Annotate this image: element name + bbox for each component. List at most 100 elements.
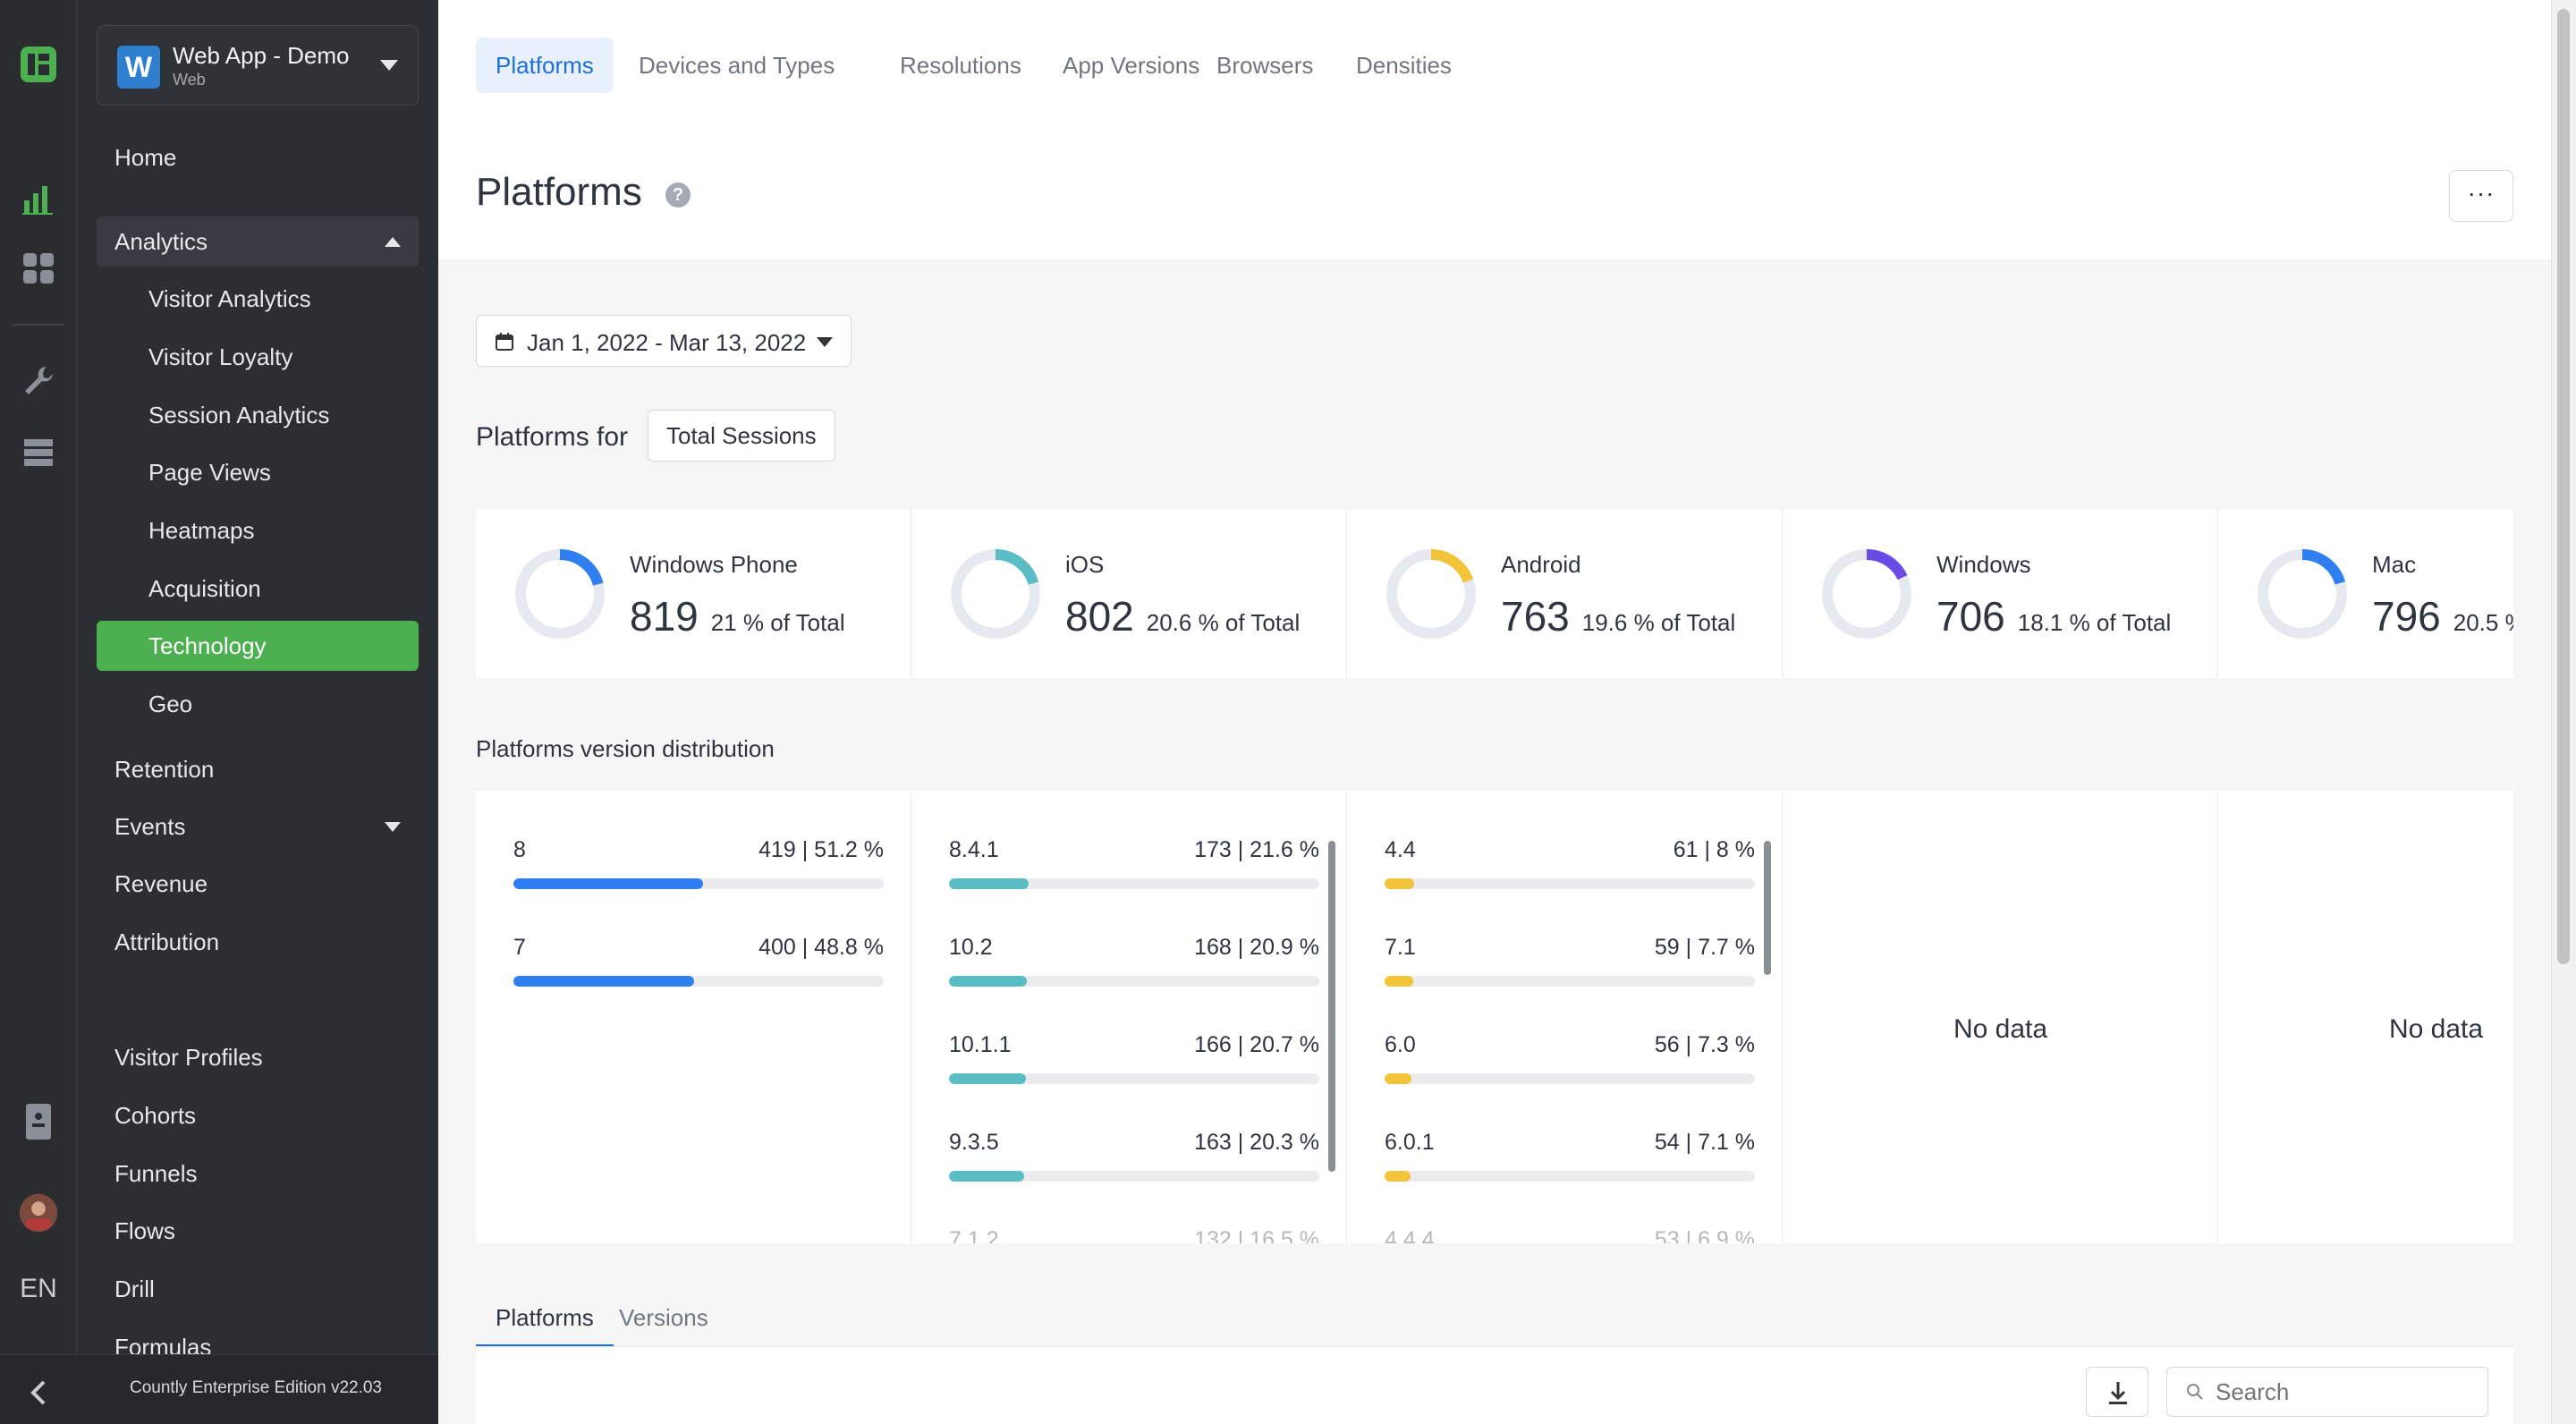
- version-value: 400 | 48.8 %: [758, 935, 884, 960]
- app-selector[interactable]: W Web App - Demo Web: [97, 25, 419, 106]
- scrollbar[interactable]: [1328, 841, 1335, 1172]
- sidebar-item-heatmaps[interactable]: Heatmaps: [97, 505, 419, 555]
- countly-logo-icon[interactable]: [19, 45, 58, 84]
- database-icon[interactable]: [19, 433, 58, 472]
- distribution-column[interactable]: 4.4.4 53 | 6.9 % 6.0.1 54 | 7.1 % 6.0 56 | 7.…: [1347, 791, 1783, 1243]
- sidebar-item-label: Geo: [148, 691, 193, 717]
- platform-count: 796: [2372, 593, 2441, 640]
- sidebar-item-retention[interactable]: Retention: [97, 744, 419, 794]
- tab-versions-table[interactable]: Versions: [619, 1304, 708, 1331]
- language-switcher[interactable]: EN: [20, 1274, 57, 1303]
- version-label: 4.4: [1385, 837, 1416, 862]
- download-icon: [2109, 1382, 2127, 1404]
- sidebar-item-label: Attribution: [114, 928, 220, 955]
- no-data-label: No data: [2388, 1014, 2484, 1044]
- sidebar-item-visitor-analytics[interactable]: Visitor Analytics: [97, 274, 419, 324]
- sidebar-item-visitor-profiles[interactable]: Visitor Profiles: [97, 1032, 419, 1082]
- platform-name: Windows Phone: [630, 551, 798, 578]
- version-label: 8.4.1: [949, 837, 999, 862]
- sidebar-item-cohorts[interactable]: Cohorts: [97, 1090, 419, 1140]
- tab-devices-and-types[interactable]: Devices and Types: [639, 52, 835, 79]
- sidebar-item-label: Visitor Loyalty: [148, 343, 293, 370]
- platform-name: Windows: [1936, 551, 2031, 578]
- sidebar-item-analytics[interactable]: Analytics: [97, 216, 419, 267]
- platform-donut: [2258, 549, 2347, 639]
- sidebar-item-session-analytics[interactable]: Session Analytics: [97, 390, 419, 440]
- version-bar-track: [1385, 976, 1755, 987]
- platform-card: iOS 802 20.6 % of Total: [911, 510, 1347, 678]
- version-bar-track: [1385, 1171, 1755, 1182]
- sidebar-item-visitor-loyalty[interactable]: Visitor Loyalty: [97, 332, 419, 382]
- version-bar-track: [1385, 878, 1755, 889]
- sidebar-item-funnels[interactable]: Funnels: [97, 1149, 419, 1199]
- sidebar-item-technology[interactable]: Technology: [97, 621, 419, 671]
- tab-resolutions[interactable]: Resolutions: [900, 52, 1021, 79]
- search-box[interactable]: [2166, 1367, 2488, 1417]
- sidebar-item-page-views[interactable]: Page Views: [97, 447, 419, 497]
- tab-platforms-table[interactable]: Platforms: [476, 1297, 614, 1347]
- date-range-text: Jan 1, 2022 - Mar 13, 2022: [527, 329, 807, 356]
- sidebar-item-home[interactable]: Home: [97, 132, 419, 182]
- platform-card: Windows Phone 819 21 % of Total: [476, 510, 911, 678]
- search-input[interactable]: [2216, 1377, 2475, 1407]
- sidebar-item-drill[interactable]: Drill: [97, 1264, 419, 1314]
- no-data-label: No data: [1953, 1014, 2048, 1044]
- distribution-row: 4.4.4 53 | 6.9 %: [1385, 1181, 1755, 1243]
- distribution-row: 8 419 | 51.2 %: [513, 791, 884, 889]
- wrench-icon[interactable]: [19, 361, 58, 401]
- page-scrollbar-thumb[interactable]: [2557, 9, 2570, 964]
- date-range-picker[interactable]: Jan 1, 2022 - Mar 13, 2022: [476, 315, 852, 367]
- page-scrollbar[interactable]: [2551, 0, 2576, 1424]
- calendar-icon: [496, 333, 513, 351]
- platform-value: 706 18.1 % of Total: [1936, 592, 2171, 640]
- distribution-column-empty: No data: [2218, 791, 2513, 1243]
- sidebar-item-label: Analytics: [114, 228, 208, 255]
- sidebar-item-label: Page Views: [148, 459, 271, 486]
- platform-donut: [515, 549, 605, 639]
- distribution-column[interactable]: 7.1.2 132 | 16.5 % 9.3.5 163 | 20.3 % 10.1.1…: [911, 791, 1347, 1243]
- scrollbar[interactable]: [1764, 841, 1771, 975]
- tab-browsers[interactable]: Browsers: [1216, 52, 1314, 79]
- sidebar-item-acquisition[interactable]: Acquisition: [97, 564, 419, 614]
- distribution-row: 7.1 59 | 7.7 %: [1385, 888, 1755, 987]
- dashboard-grid-icon[interactable]: [19, 249, 58, 288]
- app-name: Web App - Demo: [173, 42, 350, 69]
- chevron-down-icon: [380, 60, 398, 71]
- sidebar-item-label: Cohorts: [114, 1102, 197, 1129]
- sidebar-item-flows[interactable]: Flows: [97, 1206, 419, 1256]
- version-bar-fill: [949, 1171, 1025, 1182]
- sidebar-item-events[interactable]: Events: [97, 801, 419, 852]
- version-bar-track: [513, 878, 884, 889]
- collapse-sidebar-icon[interactable]: [21, 1375, 57, 1411]
- version-label: 8: [513, 837, 526, 862]
- metric-select[interactable]: Total Sessions: [648, 410, 835, 462]
- tab-platforms[interactable]: Platforms: [476, 38, 614, 93]
- sidebar-item-revenue[interactable]: Revenue: [97, 859, 419, 909]
- version-value: 163 | 20.3 %: [1194, 1130, 1319, 1155]
- version-bar-track: [949, 878, 1319, 889]
- platform-name: Mac: [2372, 551, 2417, 578]
- user-avatar[interactable]: [19, 1193, 58, 1233]
- version-bar-fill: [949, 976, 1027, 987]
- platform-donut: [1386, 549, 1476, 639]
- donut-share-arc: [1822, 549, 1911, 639]
- distribution-row: 7 400 | 48.8 %: [513, 888, 884, 987]
- version-label: 7: [513, 935, 526, 960]
- distribution-row: 6.0.1 54 | 7.1 %: [1385, 1083, 1755, 1182]
- analytics-chart-icon[interactable]: [19, 179, 58, 218]
- documentation-icon[interactable]: [19, 1102, 58, 1141]
- sidebar-item-label: Drill: [114, 1276, 155, 1302]
- sidebar-item-label: Home: [114, 144, 177, 171]
- tab-densities[interactable]: Densities: [1356, 52, 1452, 79]
- tab-app-versions[interactable]: App Versions: [1063, 52, 1200, 79]
- distribution-column: 7 400 | 48.8 % 8 419 | 51.2 %: [476, 791, 911, 1243]
- sidebar-item-attribution[interactable]: Attribution: [97, 917, 419, 967]
- tabs-divider: [476, 1346, 2513, 1347]
- help-icon[interactable]: ?: [665, 182, 691, 208]
- more-options-button[interactable]: ···: [2449, 170, 2513, 222]
- sidebar-item-geo[interactable]: Geo: [97, 679, 419, 729]
- version-bar-fill: [513, 878, 703, 889]
- sidebar-item-label: Revenue: [114, 870, 208, 897]
- app-type: Web: [173, 71, 206, 89]
- download-button[interactable]: [2086, 1367, 2148, 1417]
